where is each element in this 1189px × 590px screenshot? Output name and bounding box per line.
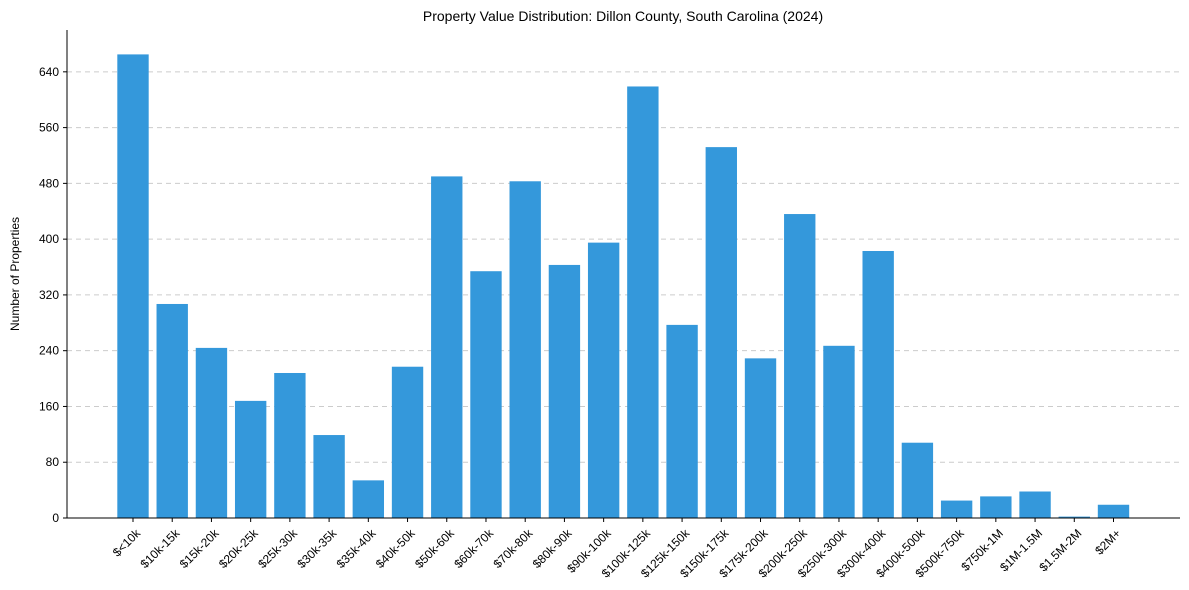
bar: [666, 324, 698, 518]
bar: [705, 147, 737, 518]
bar: [391, 366, 424, 518]
bar: [195, 347, 228, 518]
x-tick-label: $30k-35k: [294, 526, 340, 572]
bar: [470, 271, 502, 518]
x-tick-label: $2M+: [1092, 526, 1123, 557]
x-tick-label: $50k-60k: [412, 526, 458, 572]
bar: [548, 264, 581, 518]
y-tick-label: 320: [39, 288, 59, 302]
bar: [901, 442, 934, 518]
bar: [744, 358, 777, 518]
bar: [627, 86, 659, 519]
x-tick-label: $40k-50k: [373, 526, 419, 572]
x-tick-label: $25k-30k: [255, 526, 301, 572]
bar: [156, 303, 188, 518]
y-tick-label: 160: [39, 399, 59, 413]
bar: [587, 242, 620, 518]
chart-title: Property Value Distribution: Dillon Coun…: [423, 8, 823, 24]
bar: [1058, 516, 1090, 518]
y-ticks: 0 80 160 240 320 400 480 560 640: [39, 65, 67, 525]
axes: [66, 30, 1180, 519]
y-tick-label: 560: [39, 121, 59, 135]
x-tick-label: $10k-15k: [138, 526, 184, 572]
bar: [274, 372, 306, 518]
bar: [823, 345, 855, 518]
y-tick-label: 80: [46, 455, 60, 469]
bar: [940, 500, 973, 518]
bar: [352, 480, 385, 518]
y-tick-label: 400: [39, 232, 59, 246]
y-tick-label: 640: [39, 65, 59, 79]
bar: [784, 214, 816, 518]
gridlines: [67, 71, 1180, 463]
bar: [980, 496, 1012, 518]
x-ticks: $<10k$10k-15k$15k-20k$20k-25k$25k-30k$30…: [110, 518, 1124, 580]
bar: [509, 181, 541, 518]
y-tick-label: 480: [39, 176, 59, 190]
bar: [862, 250, 894, 518]
bar: [1019, 491, 1051, 518]
bar: [313, 435, 345, 518]
x-tick-label: $20k-25k: [216, 526, 262, 572]
y-axis-label: Number of Properties: [8, 217, 22, 331]
bar: [117, 54, 149, 519]
bar: [234, 400, 267, 518]
x-tick-label: $<10k: [110, 526, 144, 560]
x-tick-label: $70k-80k: [491, 526, 537, 572]
x-tick-label: $60k-70k: [451, 526, 497, 572]
x-tick-label: $15k-20k: [177, 526, 223, 572]
y-tick-label: 240: [39, 344, 59, 358]
bar: [1097, 504, 1130, 518]
bars: [117, 54, 1130, 519]
bar: [431, 176, 463, 518]
x-tick-label: $1.5M-2M: [1036, 526, 1084, 574]
x-tick-label: $35k-40k: [334, 526, 380, 572]
y-tick-label: 0: [52, 511, 59, 525]
